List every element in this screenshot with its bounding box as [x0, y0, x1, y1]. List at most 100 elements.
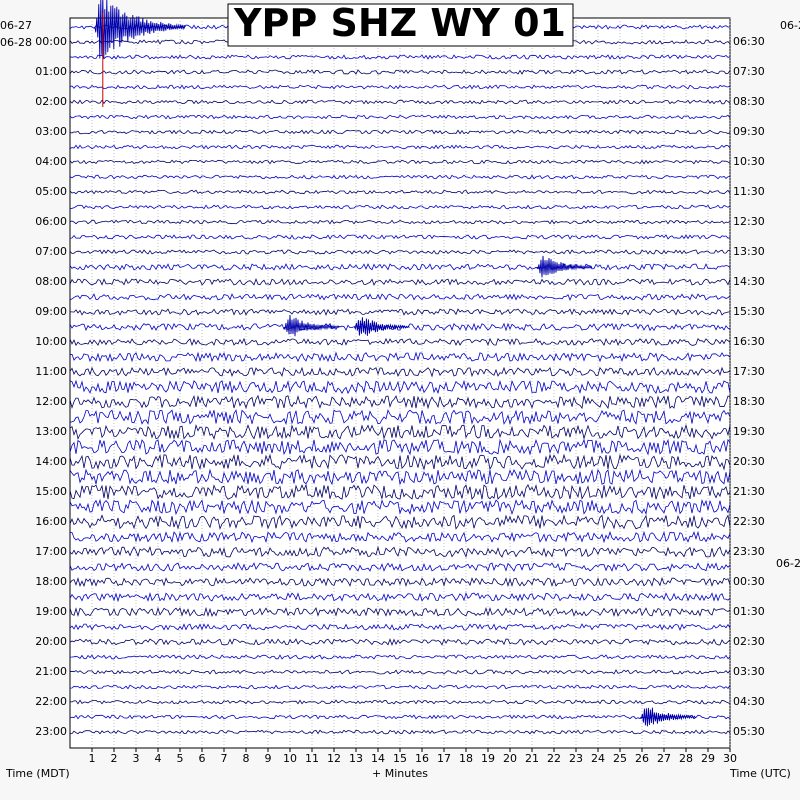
left-hour-label: 12:00: [35, 395, 67, 408]
x-tick-label: 15: [393, 752, 407, 765]
trace-line: [69, 438, 731, 456]
right-hour-label: 04:30: [733, 695, 765, 708]
trace-line: [69, 530, 731, 544]
trace-line: [69, 69, 731, 75]
trace-line: [69, 263, 731, 271]
right-date-label-next: 06-2: [776, 557, 800, 570]
x-tick-label: 18: [459, 752, 473, 765]
right-hour-label: 09:30: [733, 125, 765, 138]
x-tick-label: 24: [591, 752, 605, 765]
event-trace: [94, 0, 186, 59]
x-tick-label: 27: [657, 752, 671, 765]
trace-line: [69, 379, 731, 395]
x-tick-label: 8: [243, 752, 250, 765]
right-date-label-start: 06-2: [780, 19, 800, 32]
trace-line: [69, 729, 731, 735]
x-tick-label: 19: [481, 752, 495, 765]
right-hour-label: 23:30: [733, 545, 765, 558]
right-hour-label: 14:30: [733, 275, 765, 288]
x-tick-label: 7: [221, 752, 228, 765]
right-hour-label: 15:30: [733, 305, 765, 318]
x-axis-label: + Minutes: [372, 767, 428, 780]
right-axis-label: Time (UTC): [729, 767, 791, 780]
x-tick-label: 5: [177, 752, 184, 765]
trace-line: [69, 54, 731, 60]
x-tick-label: 23: [569, 752, 583, 765]
trace-line: [69, 129, 731, 135]
left-hour-label: 01:00: [35, 65, 67, 78]
right-hour-label: 19:30: [733, 425, 765, 438]
trace-line: [69, 337, 731, 347]
trace-line: [70, 308, 730, 317]
trace-line: [69, 514, 731, 530]
right-hour-label: 01:30: [733, 605, 765, 618]
x-tick-label: 16: [415, 752, 429, 765]
trace-line: [69, 114, 731, 120]
left-hour-label: 20:00: [35, 635, 67, 648]
trace-line: [69, 144, 731, 150]
trace-line: [69, 654, 731, 660]
event-trace: [640, 707, 696, 727]
trace-line: [69, 468, 731, 486]
trace-line: [69, 99, 731, 105]
right-hour-label: 10:30: [733, 155, 765, 168]
trace-layer: [69, 24, 731, 735]
trace-line: [69, 159, 731, 165]
x-tick-label: 4: [155, 752, 162, 765]
trace-line: [69, 591, 731, 603]
left-hour-label: 05:00: [35, 185, 67, 198]
trace-line: [69, 189, 731, 195]
right-hour-label: 13:30: [733, 245, 765, 258]
right-hour-label: 00:30: [733, 575, 765, 588]
trace-line: [69, 714, 731, 720]
left-hour-label: 09:00: [35, 305, 67, 318]
title-box: [227, 3, 574, 47]
event-trace: [354, 317, 410, 336]
trace-line: [69, 322, 731, 332]
left-date-label-day: 06-28: [0, 36, 32, 49]
left-hour-label: 14:00: [35, 455, 67, 468]
x-tick-label: 13: [349, 752, 363, 765]
left-date-label-start: 06-27: [0, 19, 32, 32]
trace-line: [69, 483, 731, 500]
trace-line: [69, 249, 731, 255]
right-hour-label: 18:30: [733, 395, 765, 408]
x-tick-label: 20: [503, 752, 517, 765]
trace-line: [69, 394, 731, 410]
right-time-axis: 06:30 07:30 08:30 09:30 10:30 11:30 12:30 13:30…: [733, 35, 765, 738]
trace-line: [69, 277, 731, 286]
left-hour-label: 07:00: [35, 245, 67, 258]
left-hour-label: 21:00: [35, 665, 67, 678]
right-hour-label: 06:30: [733, 35, 765, 48]
trace-line: [69, 219, 731, 225]
trace-line: [69, 234, 731, 240]
right-hour-label: 17:30: [733, 365, 765, 378]
left-hour-label: 10:00: [35, 335, 67, 348]
event-trace: [536, 255, 593, 278]
event-layer: [94, 0, 696, 727]
right-hour-label: 21:30: [733, 485, 765, 498]
left-hour-label: 13:00: [35, 425, 67, 438]
x-tick-label: 22: [547, 752, 561, 765]
chart-title: YPP SHZ WY 01: [233, 1, 566, 45]
trace-line: [69, 699, 731, 705]
x-tick-label: 2: [111, 752, 118, 765]
trace-line: [69, 684, 731, 690]
trace-line: [69, 174, 731, 180]
trace-line: [69, 351, 731, 363]
left-hour-label: 18:00: [35, 575, 67, 588]
trace-line: [69, 606, 731, 618]
right-hour-label: 03:30: [733, 665, 765, 678]
x-tick-label: 10: [283, 752, 297, 765]
event-trace: [283, 314, 340, 337]
trace-line: [69, 293, 731, 301]
trace-line: [69, 623, 731, 631]
right-hour-label: 12:30: [733, 215, 765, 228]
right-hour-label: 08:30: [733, 95, 765, 108]
x-tick-label: 26: [635, 752, 649, 765]
plot-frame: [69, 17, 731, 749]
left-hour-label: 08:00: [35, 275, 67, 288]
left-hour-label: 03:00: [35, 125, 67, 138]
left-time-axis: 00:00 01:00 02:00 03:00 04:00 05:00 06:00 07:00…: [35, 35, 67, 738]
